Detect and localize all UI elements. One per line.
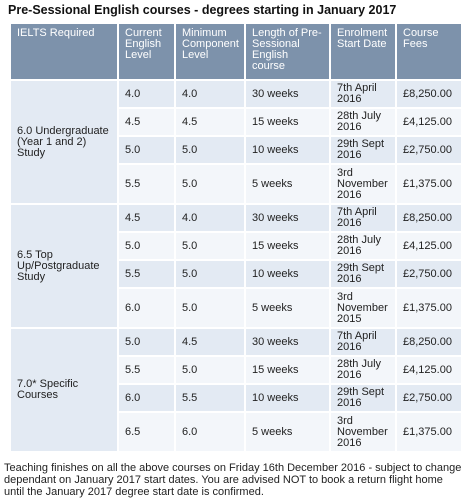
header-cell: Minimum Component Level [174, 22, 246, 81]
table-cell: £4,125.00 [395, 355, 463, 385]
table-cell: 6.5 [117, 411, 176, 453]
header-row: IELTS Required Current English Level Minim… [9, 22, 463, 81]
table-cell: 6.0 [117, 383, 176, 413]
table-cell: 5.0 [117, 231, 176, 261]
table-cell: 7th April 2016 [329, 79, 397, 109]
table-cell: 3rd November 2015 [329, 287, 397, 329]
table-row: 6.5 6.0 5 weeks 3rd November 2016 £1,375.00 [10, 411, 463, 453]
header-cell: Length of Pre-Sessional English course [244, 22, 331, 81]
header-cell: IELTS Required [9, 22, 119, 81]
table-cell: 5.0 [174, 231, 246, 261]
table-cell: 4.0 [174, 79, 246, 109]
table-cell: 15 weeks [244, 355, 331, 385]
table-cell: 6.0 [117, 287, 176, 329]
table-cell: 10 weeks [244, 135, 331, 165]
table-cell: 5.5 [117, 163, 176, 205]
table-cell: 7th April 2016 [329, 327, 397, 357]
header-cell: Course Fees [395, 22, 463, 81]
table-cell: £1,375.00 [395, 411, 463, 453]
table-cell: 5.0 [117, 327, 176, 357]
table-cell: £1,375.00 [395, 287, 463, 329]
table-cell: 5.5 [117, 259, 176, 289]
table-cell: 28th July 2016 [329, 231, 397, 261]
table-row: 6.0 5.5 10 weeks 29th Sept 2016 £2,750.00 [10, 383, 463, 413]
table-row: 4.5 4.5 15 weeks 28th July 2016 £4,125.00 [10, 107, 463, 137]
table-row: 5.5 5.0 5 weeks 3rd November 2016 £1,375.00 [10, 163, 463, 205]
table-cell: 6.0 [174, 411, 246, 453]
table-row: 6.0 5.0 5 weeks 3rd November 2015 £1,375.00 [10, 287, 463, 329]
table-cell: 5.0 [117, 135, 176, 165]
table-cell: 5.0 [174, 287, 246, 329]
table-cell: 10 weeks [244, 383, 331, 413]
table-cell: £2,750.00 [395, 259, 463, 289]
table-cell: £8,250.00 [395, 327, 463, 357]
table-cell: 28th July 2016 [329, 107, 397, 137]
table-cell: 5.0 [174, 259, 246, 289]
header-cell: Enrolment Start Date [329, 22, 397, 81]
header-cell: Current English Level [117, 22, 176, 81]
table-cell: 15 weeks [244, 107, 331, 137]
table-row: 5.5 5.0 10 weeks 29th Sept 2016 £2,750.00 [10, 259, 463, 289]
table-cell: £8,250.00 [395, 203, 463, 233]
table-cell: 5.0 [174, 163, 246, 205]
table-cell: 5 weeks [244, 287, 331, 329]
table-row: 6.0 Undergraduate (Year 1 and 2) Study 4.… [9, 79, 463, 205]
table-row: 5.0 5.0 10 weeks 29th Sept 2016 £2,750.00 [10, 135, 463, 165]
table-cell: 5 weeks [244, 411, 331, 453]
table-cell: 4.0 [174, 203, 246, 233]
table-cell: 5.5 [117, 355, 176, 385]
table-cell: 5.0 [174, 135, 246, 165]
table-cell: 4.5 [174, 327, 246, 357]
table-row: 5.0 5.0 15 weeks 28th July 2016 £4,125.00 [10, 231, 463, 261]
group-label: 6.0 Undergraduate (Year 1 and 2) Study [9, 79, 119, 205]
table-cell: 3rd November 2016 [329, 163, 397, 205]
table-cell: 3rd November 2016 [329, 411, 397, 453]
table-cell: 10 weeks [244, 259, 331, 289]
table-cell: 30 weeks [244, 203, 331, 233]
table-cell: 28th July 2016 [329, 355, 397, 385]
table-cell: 4.5 [117, 203, 176, 233]
table-cell: 29th Sept 2016 [329, 135, 397, 165]
table-cell: 7th April 2016 [329, 203, 397, 233]
table-cell: £8,250.00 [395, 79, 463, 109]
table-cell: 5.0 [174, 355, 246, 385]
table-cell: 4.5 [117, 107, 176, 137]
table-cell: £2,750.00 [395, 135, 463, 165]
table-cell: 5.5 [174, 383, 246, 413]
table-cell: £1,375.00 [395, 163, 463, 205]
courses-table: IELTS Required Current English Level Minim… [9, 22, 463, 453]
table-cell: £4,125.00 [395, 231, 463, 261]
title: Pre-Sessional English courses - degrees … [8, 3, 397, 17]
table-cell: 30 weeks [244, 327, 331, 357]
table-body: 6.0 Undergraduate (Year 1 and 2) Study 4.… [9, 79, 463, 453]
table-row: 6.5 Top Up/Postgraduate Study 4.5 4.0 30 we… [9, 203, 463, 329]
table-cell: 4.0 [117, 79, 176, 109]
group-label: 7.0* Specific Courses [9, 327, 119, 453]
table-cell: 30 weeks [244, 79, 331, 109]
table-row: 7.0* Specific Courses 5.0 4.5 30 weeks 7th A… [9, 327, 463, 453]
table-cell: 4.5 [174, 107, 246, 137]
table-cell: £2,750.00 [395, 383, 463, 413]
table-cell: 29th Sept 2016 [329, 383, 397, 413]
table-cell: 29th Sept 2016 [329, 259, 397, 289]
table-row: 5.5 5.0 15 weeks 28th July 2016 £4,125.00 [10, 355, 463, 385]
table-cell: £4,125.00 [395, 107, 463, 137]
group-label: 6.5 Top Up/Postgraduate Study [9, 203, 119, 329]
footnote: Teaching finishes on all the above cours… [4, 462, 462, 498]
table-cell: 15 weeks [244, 231, 331, 261]
table-cell: 5 weeks [244, 163, 331, 205]
